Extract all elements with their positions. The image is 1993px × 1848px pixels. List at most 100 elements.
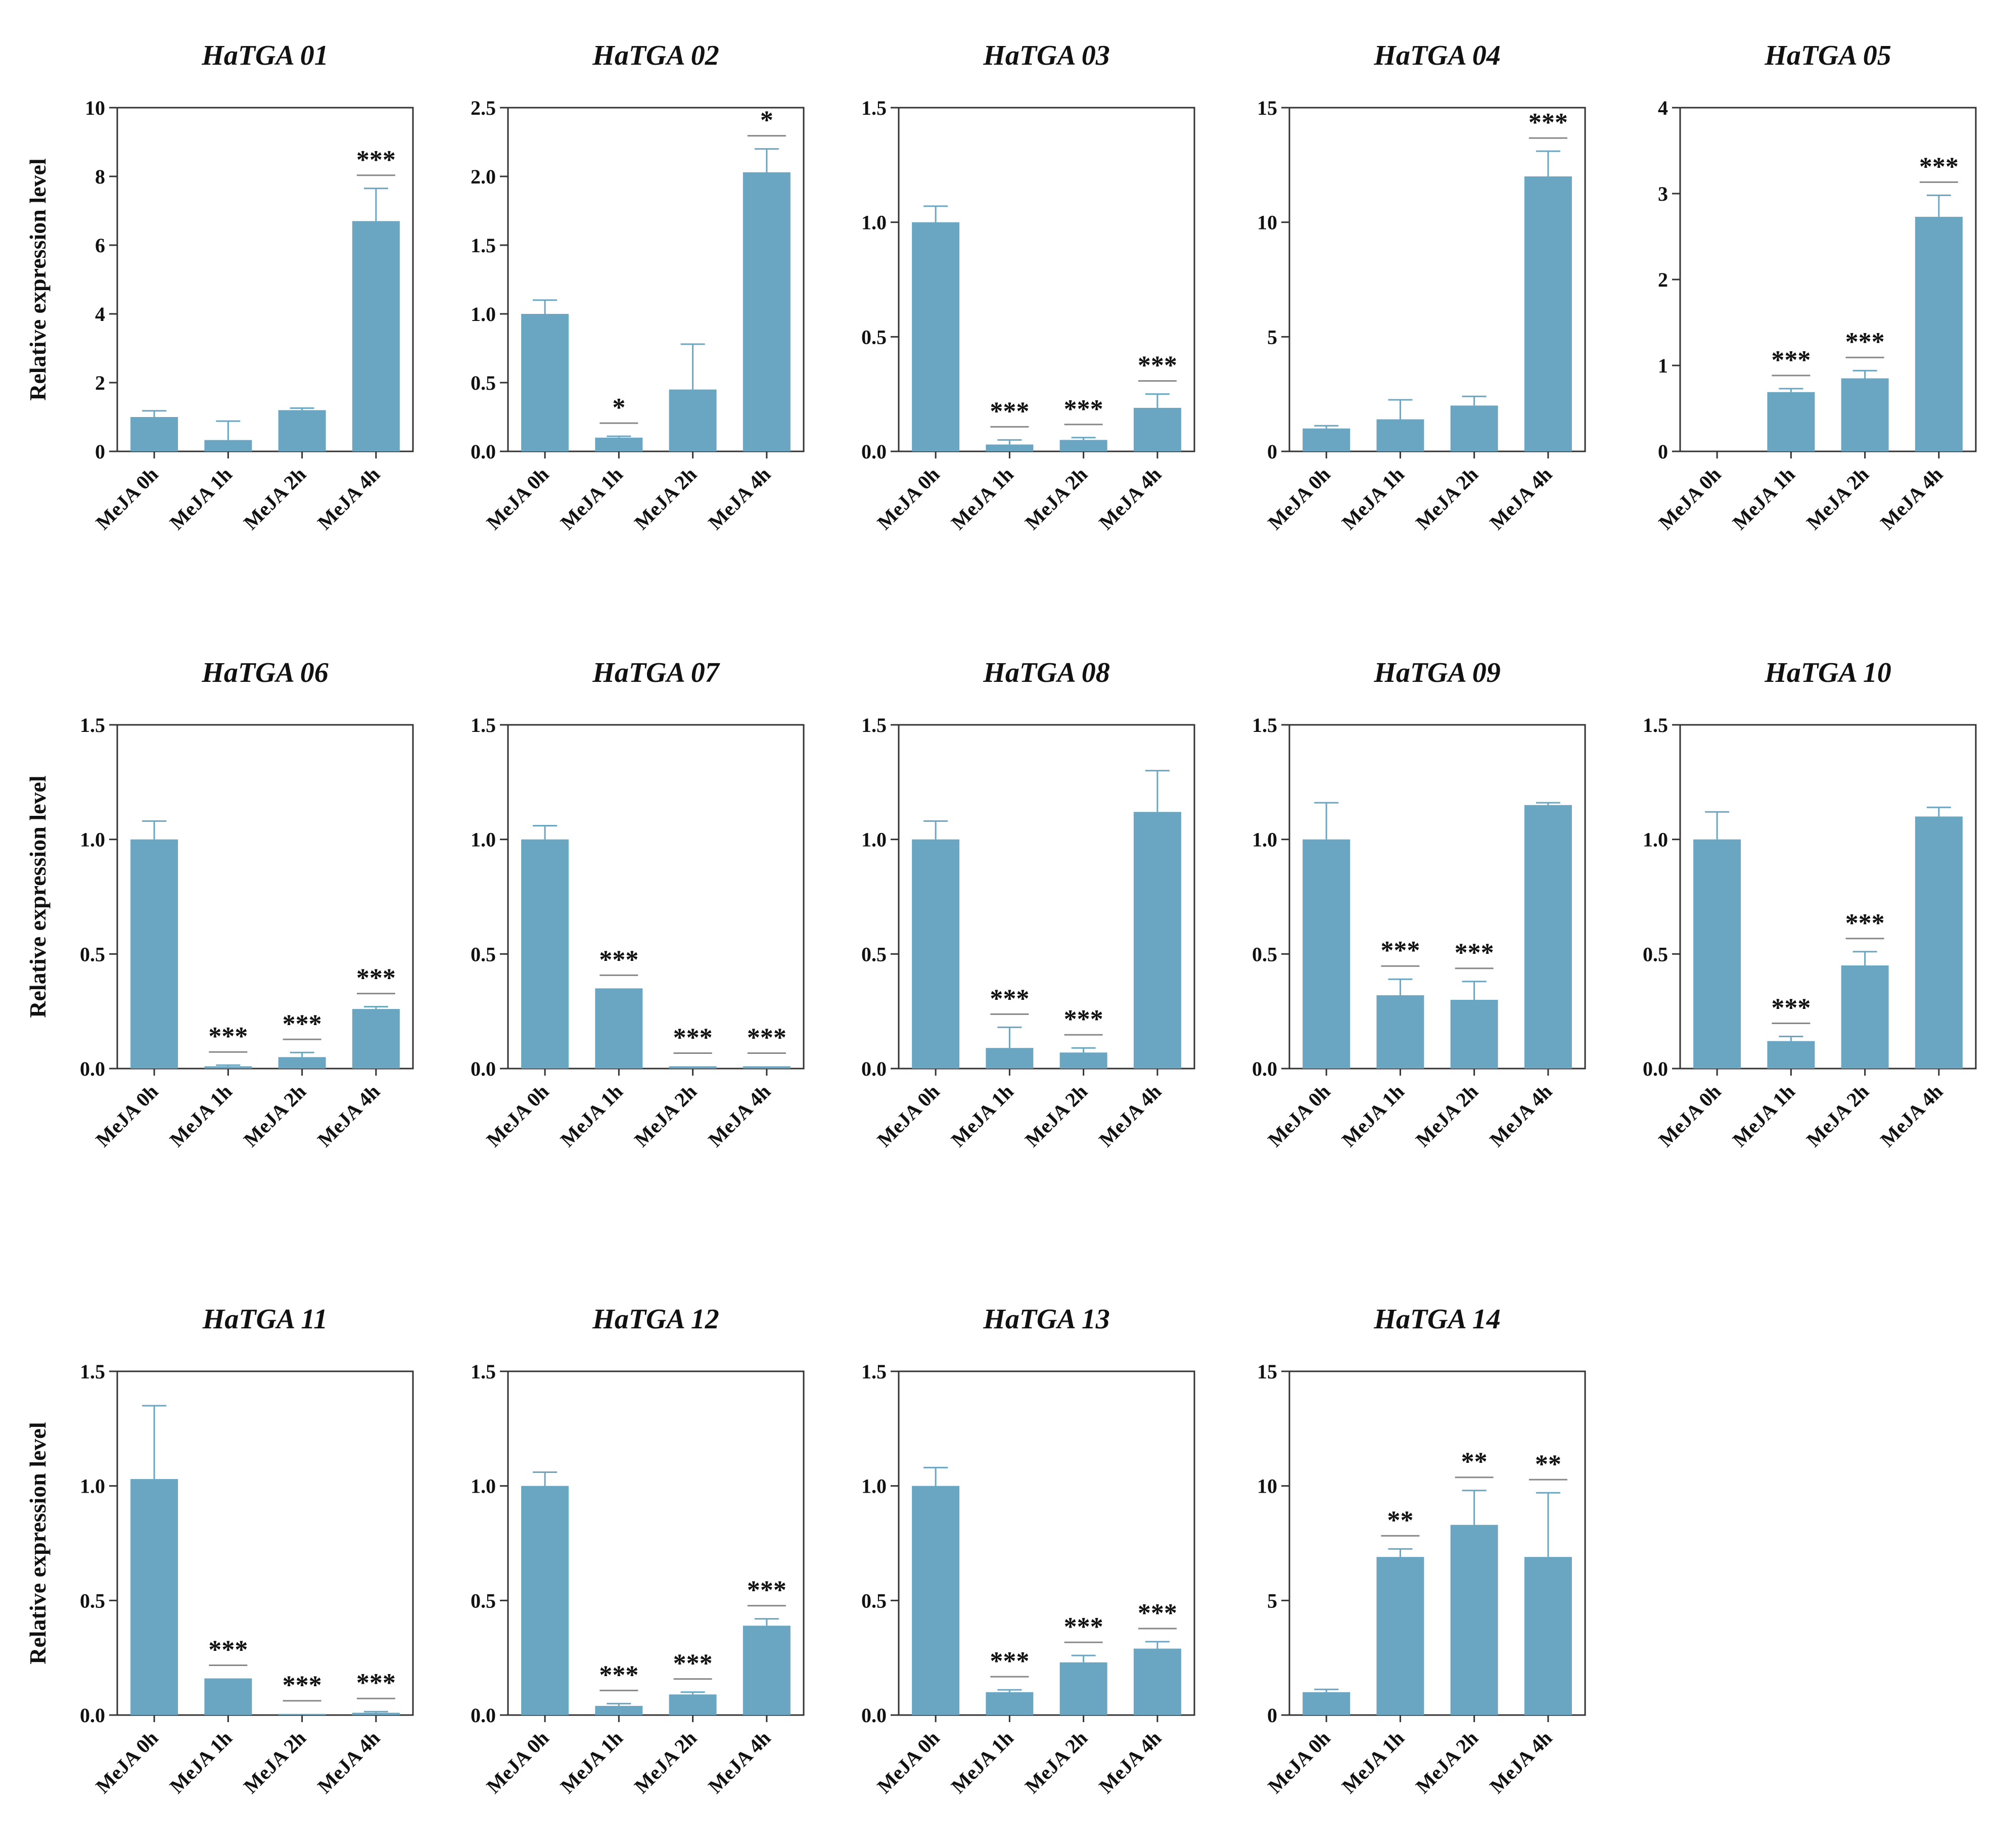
bar-meja-2h [669,1694,717,1715]
y-tick-label: 0.5 [80,943,105,965]
y-tick-label: 1.0 [861,1475,887,1498]
chart-panel-11: HaTGA 11 0.0 0.5 1.0 1.5 MeJA 0h MeJA 1h *** MeJ… [25,1304,414,1798]
x-tick-label: MeJA 1h [947,1727,1018,1798]
chart-panel-6: HaTGA 06 0.0 0.5 1.0 1.5 MeJA 0h MeJA 1h *** MeJ… [25,657,414,1151]
y-tick-label: 1.0 [80,828,105,851]
bar-meja-0h [912,1486,960,1715]
x-tick-label: MeJA 1h [556,1080,627,1151]
y-tick-label: 1 [1658,354,1668,377]
bar-meja-0h [1303,839,1351,1069]
y-tick-label: 0.5 [861,943,887,965]
chart-panel-2: HaTGA 02 0.0 0.5 1.0 1.5 2.0 2.5 MeJA 0h MeJA 1h… [471,40,805,534]
y-tick-label: 2.5 [471,97,496,119]
y-tick-label: 0.0 [1643,1057,1668,1080]
x-tick-label: MeJA 4h [1094,463,1166,534]
significance-marker: *** [673,1649,713,1678]
chart-panel-7: HaTGA 07 0.0 0.5 1.0 1.5 MeJA 0h MeJA 1h *** MeJ… [471,657,805,1151]
plot-frame [898,107,1195,452]
x-tick-label: MeJA 2h [1411,1080,1482,1151]
chart-title: HaTGA 01 [201,40,328,71]
y-tick-label: 1.0 [471,1475,496,1498]
bar-meja-4h [743,172,791,452]
bar-meja-0h [130,839,178,1069]
x-tick-label: MeJA 4h [313,1080,384,1151]
chart-title: HaTGA 03 [983,40,1109,71]
y-tick-label: 1.5 [1252,714,1277,736]
y-tick-label: 6 [95,234,105,257]
y-tick-label: 1.5 [1643,714,1668,736]
significance-marker: *** [1919,152,1959,181]
y-tick-label: 0.0 [861,1057,887,1080]
y-tick-label: 1.5 [861,714,887,736]
y-tick-label: 0.5 [471,943,496,965]
bar-meja-0h [521,1486,569,1715]
y-tick-label: 1.0 [1643,828,1668,851]
y-tick-label: 4 [1658,97,1668,119]
bar-meja-1h [986,1048,1034,1069]
y-tick-label: 0.5 [80,1589,105,1612]
bar-meja-1h [204,1678,252,1715]
bar-meja-4h [1524,805,1572,1069]
x-tick-label: MeJA 2h [1411,463,1482,534]
chart-title: HaTGA 10 [1764,657,1891,688]
x-tick-label: MeJA 1h [1728,463,1799,534]
significance-marker: *** [747,1576,786,1605]
y-tick-label: 1.0 [80,1475,105,1498]
y-tick-label: 0.5 [1252,943,1277,965]
chart-title: HaTGA 11 [202,1304,328,1335]
significance-marker: *** [283,1671,322,1700]
y-tick-label: 0 [95,440,105,463]
significance-marker: *** [1138,351,1177,380]
bar-meja-1h [595,1705,643,1715]
bar-meja-1h [1376,1557,1424,1715]
x-tick-label: MeJA 0h [1263,1080,1334,1151]
y-tick-label: 10 [1257,211,1277,234]
y-tick-label: 1.0 [471,828,496,851]
y-tick-label: 1.5 [861,1360,887,1383]
x-tick-label: MeJA 4h [704,463,775,534]
significance-marker: *** [1771,994,1811,1023]
x-tick-label: MeJA 4h [1485,1080,1556,1151]
y-tick-label: 0.0 [471,440,496,463]
bar-meja-1h [1376,419,1424,451]
y-tick-label: 5 [1267,326,1277,348]
y-axis-label: Relative expression level [25,158,51,401]
bar-meja-4h [352,1713,400,1715]
x-tick-label: MeJA 4h [704,1727,775,1798]
significance-marker: *** [747,1023,786,1052]
significance-marker: * [612,393,625,422]
x-tick-label: MeJA 2h [239,1080,310,1151]
x-tick-label: MeJA 4h [1485,463,1556,534]
chart-title: HaTGA 04 [1373,40,1500,71]
x-tick-label: MeJA 1h [1337,1727,1409,1798]
y-tick-label: 15 [1257,97,1277,119]
significance-marker: *** [1064,395,1103,424]
bar-meja-1h [595,437,643,451]
significance-marker: *** [208,1022,248,1051]
bar-meja-0h [130,417,178,451]
bar-meja-4h [743,1066,791,1069]
x-tick-label: MeJA 2h [1021,463,1092,534]
x-tick-label: MeJA 4h [313,463,384,534]
x-tick-label: MeJA 2h [1802,1080,1873,1151]
significance-marker: ** [1535,1450,1561,1479]
bar-meja-2h [1059,440,1107,451]
plot-frame [507,1370,805,1716]
y-tick-label: 2.0 [471,165,496,188]
x-tick-label: MeJA 1h [947,463,1018,534]
bar-meja-2h [669,389,717,451]
x-tick-label: MeJA 0h [482,1080,553,1151]
bar-meja-2h [1450,405,1498,451]
bar-meja-0h [1303,428,1351,451]
x-tick-label: MeJA 4h [1876,1080,1947,1151]
bar-meja-0h [130,1479,178,1715]
plot-frame [898,1370,1195,1716]
significance-marker: *** [1528,108,1568,137]
significance-marker: *** [990,397,1029,426]
bar-meja-4h [1524,1557,1572,1715]
y-tick-label: 1.0 [471,303,496,326]
bar-meja-1h [986,1692,1034,1715]
y-tick-label: 0 [1267,1704,1277,1727]
significance-marker: *** [990,984,1029,1013]
